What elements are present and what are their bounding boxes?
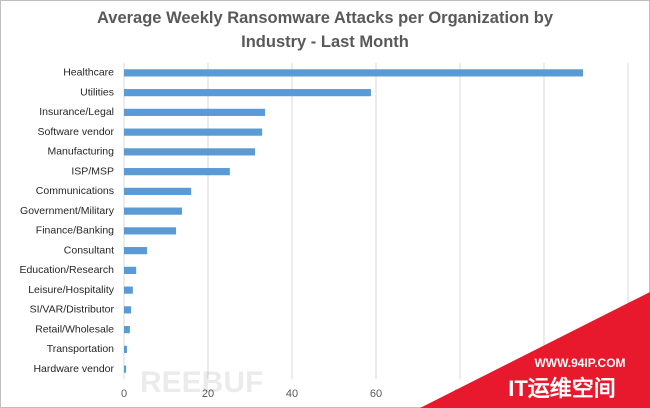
- bar: [124, 168, 230, 176]
- y-tick-label: Utilities: [80, 86, 114, 98]
- bar: [124, 207, 182, 215]
- bar: [124, 227, 177, 235]
- x-tick-label: 0: [121, 388, 127, 400]
- bar: [124, 128, 263, 136]
- y-tick-label: Retail/Wholesale: [35, 323, 114, 335]
- y-tick-label: Insurance/Legal: [39, 106, 114, 118]
- y-tick-label: SI/VAR/Distributor: [30, 304, 115, 316]
- bar: [124, 286, 133, 294]
- y-tick-label: Hardware vendor: [33, 363, 114, 375]
- x-tick-label: 40: [286, 388, 298, 400]
- x-tick-label: 60: [370, 388, 382, 400]
- bar: [124, 247, 148, 255]
- y-tick-label: Consultant: [64, 244, 114, 256]
- bar: [124, 187, 192, 195]
- y-tick-label: Healthcare: [63, 67, 114, 79]
- y-tick-label: Manufacturing: [47, 146, 114, 158]
- bar: [124, 266, 137, 274]
- y-tick-label: Communications: [36, 185, 114, 197]
- y-tick-label: Leisure/Hospitality: [28, 284, 115, 296]
- bar: [124, 345, 127, 353]
- bar: [124, 365, 127, 373]
- y-tick-label: Education/Research: [19, 264, 114, 276]
- bar: [124, 326, 130, 334]
- bar: [124, 306, 132, 314]
- watermark-site: WWW.94IP.COM: [534, 356, 625, 370]
- y-tick-label: Finance/Banking: [36, 225, 114, 237]
- y-tick-label: ISP/MSP: [71, 165, 114, 177]
- watermark-faint: REEBUF: [140, 366, 263, 399]
- watermark-brand: IT运维空间: [508, 376, 616, 401]
- bar: [124, 69, 584, 77]
- bar: [124, 89, 371, 97]
- watermark-corner: [420, 292, 650, 408]
- y-tick-label: Government/Military: [20, 205, 115, 217]
- y-tick-label: Software vendor: [38, 126, 115, 138]
- chart-title: Average Weekly Ransomware Attacks per Or…: [96, 9, 554, 51]
- x-tick-label: 20: [202, 388, 214, 400]
- bar: [124, 108, 266, 116]
- bar: [124, 148, 256, 156]
- y-tick-label: Transportation: [47, 343, 114, 355]
